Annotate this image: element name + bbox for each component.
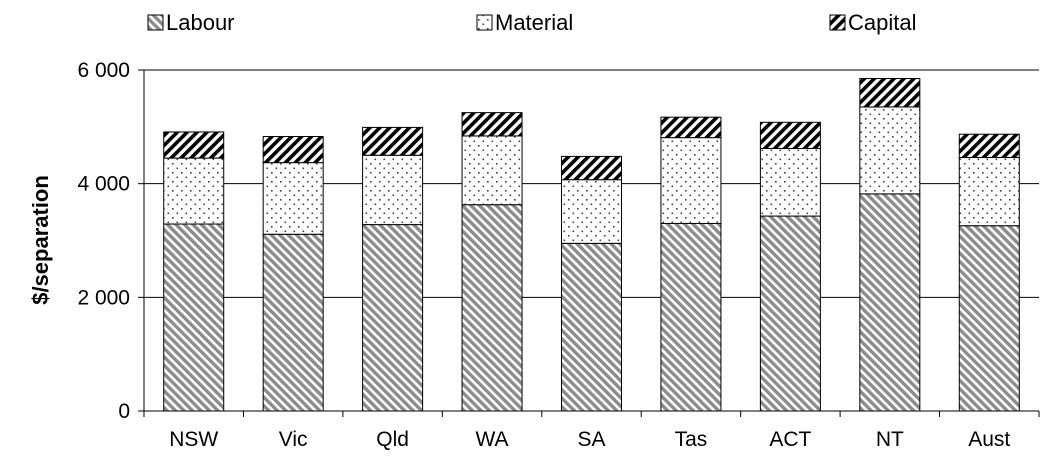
bar-labour-tas <box>660 222 722 412</box>
bar-labour-nt <box>859 193 921 412</box>
bar-capital-nsw <box>163 131 225 159</box>
bar-capital-qld <box>362 126 424 156</box>
bar-labour-vic <box>262 233 324 412</box>
bar-capital-tas <box>660 116 722 139</box>
x-tick-label: Qld <box>376 428 409 451</box>
axes <box>138 69 1040 417</box>
y-tick-labels: 0 2 000 4 000 6 000 <box>77 59 130 423</box>
bar-material-wa <box>461 135 523 206</box>
x-tick-label: Aust <box>968 428 1010 451</box>
x-tick-label: NSW <box>169 428 218 451</box>
bar-capital-wa <box>461 112 523 137</box>
x-tick-label: SA <box>577 428 605 451</box>
bar-labour-qld <box>362 224 424 412</box>
x-tick-label: WA <box>476 428 509 451</box>
x-tick-labels: NSW Vic Qld WA SA Tas ACT NT Aust <box>169 428 1010 451</box>
bar-capital-sa <box>561 155 622 181</box>
legend: Labour Material Capital <box>147 10 916 35</box>
legend-label: Material <box>495 10 573 35</box>
bar-labour-aust <box>958 225 1020 412</box>
y-tick-label: 0 <box>118 400 130 423</box>
bar-labour-act <box>759 215 821 412</box>
legend-swatch <box>476 14 493 31</box>
bar-material-nt <box>859 106 921 195</box>
bar-material-vic <box>262 162 324 235</box>
x-tick-label: ACT <box>769 428 811 451</box>
y-tick-label: 4 000 <box>77 173 130 196</box>
legend-item-material: Material <box>476 10 573 35</box>
bar-labour-wa <box>461 204 523 412</box>
bar-labour-nsw <box>163 223 225 412</box>
legend-item-labour: Labour <box>147 10 235 35</box>
legend-label: Labour <box>166 10 235 35</box>
y-tick-label: 2 000 <box>77 286 130 309</box>
legend-label: Capital <box>848 10 916 35</box>
x-tick-label: Tas <box>675 428 708 451</box>
legend-swatch <box>147 14 164 31</box>
bar-labour-sa <box>561 242 622 412</box>
y-axis-title: $/separation <box>28 175 53 305</box>
y-tick-label: 6 000 <box>77 59 130 82</box>
legend-swatch <box>829 14 846 31</box>
bar-capital-act <box>759 121 821 149</box>
bars <box>163 78 1020 412</box>
bar-material-act <box>759 147 821 217</box>
bar-material-nsw <box>163 157 225 225</box>
bar-capital-aust <box>958 133 1020 159</box>
legend-item-capital: Capital <box>829 10 916 35</box>
bar-capital-nt <box>859 78 921 108</box>
bar-material-aust <box>958 157 1020 227</box>
x-tick-label: NT <box>876 428 904 451</box>
bar-material-tas <box>660 137 722 224</box>
bar-material-sa <box>561 179 622 244</box>
bar-capital-vic <box>262 135 324 164</box>
bar-material-qld <box>362 154 424 226</box>
x-tick-label: Vic <box>279 428 308 451</box>
